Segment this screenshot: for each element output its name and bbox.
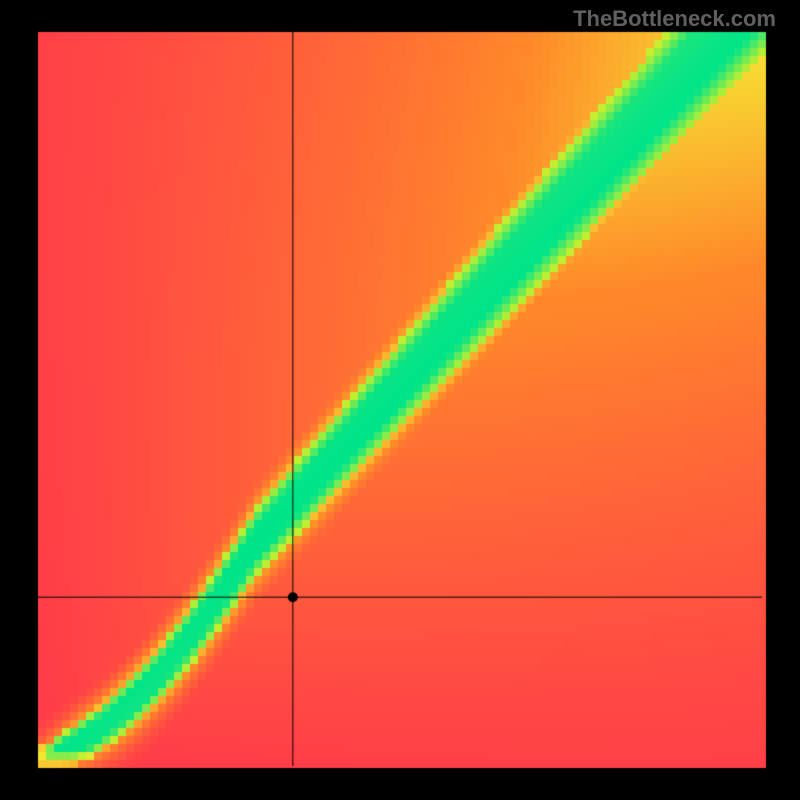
watermark-text: TheBottleneck.com [573,6,776,32]
heatmap-canvas [0,0,800,800]
chart-container: TheBottleneck.com [0,0,800,800]
